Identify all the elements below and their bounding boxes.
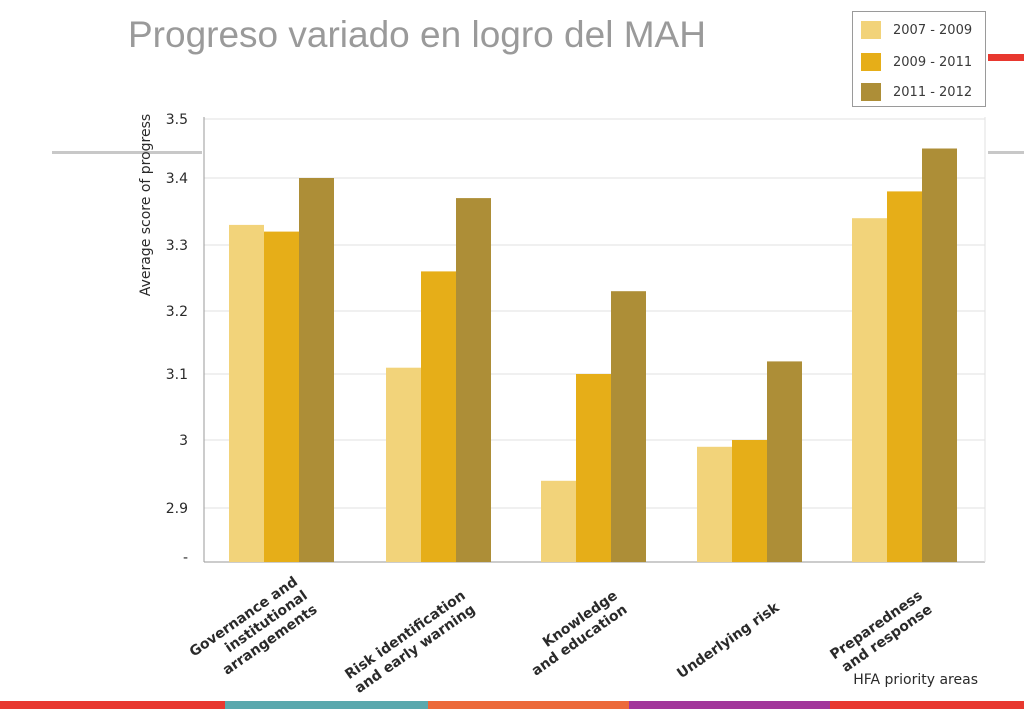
footer-color-bar	[0, 701, 1024, 709]
legend-item: 2011 - 2012	[861, 82, 972, 102]
footer-color-segment	[0, 701, 225, 709]
decorative-line-right	[988, 151, 1024, 154]
legend-swatch	[861, 83, 881, 101]
x-axis-title: HFA priority areas	[853, 672, 978, 688]
x-tick-label-line: Underlying risk	[674, 599, 783, 682]
bar	[922, 148, 957, 562]
y-tick-label: 3.2	[166, 304, 188, 320]
legend-item: 2007 - 2009	[861, 20, 972, 40]
bar	[887, 191, 922, 562]
bar	[576, 374, 611, 562]
x-tick-label-line: Risk identification	[342, 588, 468, 683]
bar	[611, 291, 646, 562]
legend-label: 2007 - 2009	[893, 22, 973, 38]
legend-item: 2009 - 2011	[861, 52, 972, 72]
footer-color-segment	[225, 701, 428, 709]
legend-label: 2009 - 2011	[893, 54, 973, 70]
y-tick-label: 3.4	[166, 171, 188, 187]
bar	[456, 198, 491, 562]
bar	[229, 224, 264, 562]
y-tick-label: 3	[179, 433, 188, 449]
footer-color-segment	[428, 701, 629, 709]
y-axis-title: Average score of progress	[138, 114, 154, 296]
bar	[732, 440, 767, 562]
footer-color-segment	[629, 701, 830, 709]
bar	[299, 178, 334, 562]
decorative-line-left	[52, 151, 202, 154]
bar	[767, 361, 802, 562]
bar	[386, 367, 421, 562]
legend-label: 2011 - 2012	[893, 84, 973, 100]
y-tick-label: -	[183, 550, 188, 566]
decorative-red-accent	[988, 54, 1024, 61]
chart-legend: 2007 - 2009 2009 - 2011 2011 - 2012	[852, 11, 986, 107]
bar	[541, 480, 576, 562]
footer-color-segment	[830, 701, 1024, 709]
y-tick-label: 3.5	[166, 112, 188, 128]
slide-title: Progreso variado en logro del MAH	[128, 14, 706, 55]
y-tick-label: 3.1	[166, 367, 188, 383]
bar	[852, 218, 887, 562]
bar	[264, 231, 299, 562]
bar	[697, 446, 732, 562]
y-tick-label: 2.9	[166, 501, 188, 517]
y-tick-label: 3.3	[166, 238, 188, 254]
legend-swatch	[861, 53, 881, 71]
x-tick-label: Underlying risk	[674, 599, 783, 682]
legend-swatch	[861, 21, 881, 39]
bar	[421, 271, 456, 562]
